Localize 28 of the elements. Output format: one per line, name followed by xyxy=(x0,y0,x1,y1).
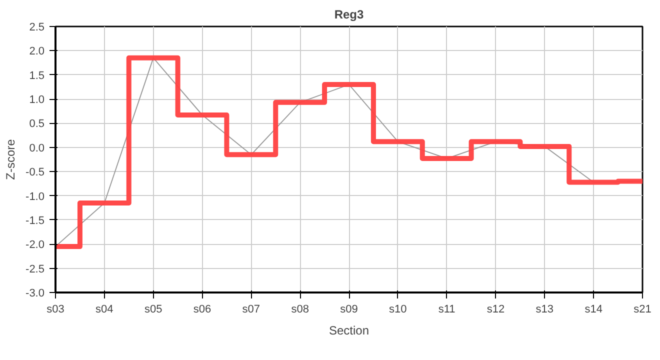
x-tick-label: s21 xyxy=(634,304,652,316)
y-tick-label: -1.0 xyxy=(26,190,45,203)
x-tick-label: s07 xyxy=(242,304,260,316)
x-tick-label: s11 xyxy=(438,304,456,316)
y-axis-title: Z-score xyxy=(4,138,18,180)
y-tick-label: 2.0 xyxy=(29,46,45,58)
x-axis-title: Section xyxy=(328,324,370,338)
x-tick-label: s04 xyxy=(96,304,114,316)
x-tick-label: s05 xyxy=(144,304,162,316)
y-tick-label: -2.5 xyxy=(26,263,45,276)
y-tick-label: -1.5 xyxy=(26,214,45,227)
x-tick-label: s14 xyxy=(584,304,602,316)
x-tick-label: s08 xyxy=(291,304,309,316)
y-tick-label: 1.0 xyxy=(29,94,45,106)
y-tick-label: -0.5 xyxy=(26,166,45,179)
x-tick-label: s09 xyxy=(340,304,358,316)
x-tick-label: s13 xyxy=(536,304,554,316)
y-tick-label: 0.5 xyxy=(29,118,45,130)
chart-title: Reg3 xyxy=(334,8,364,22)
x-tick-label: s10 xyxy=(389,304,407,316)
x-tick-label: s03 xyxy=(46,304,64,316)
y-tick-label: -2.0 xyxy=(26,239,45,252)
y-tick-label: 1.5 xyxy=(29,70,45,82)
y-tick-label: 0.0 xyxy=(29,142,45,154)
x-tick-label: s12 xyxy=(486,304,505,316)
y-tick-label: 2.5 xyxy=(29,22,45,34)
y-tick-label: -3.0 xyxy=(26,288,45,300)
x-tick-label: s06 xyxy=(193,304,212,316)
